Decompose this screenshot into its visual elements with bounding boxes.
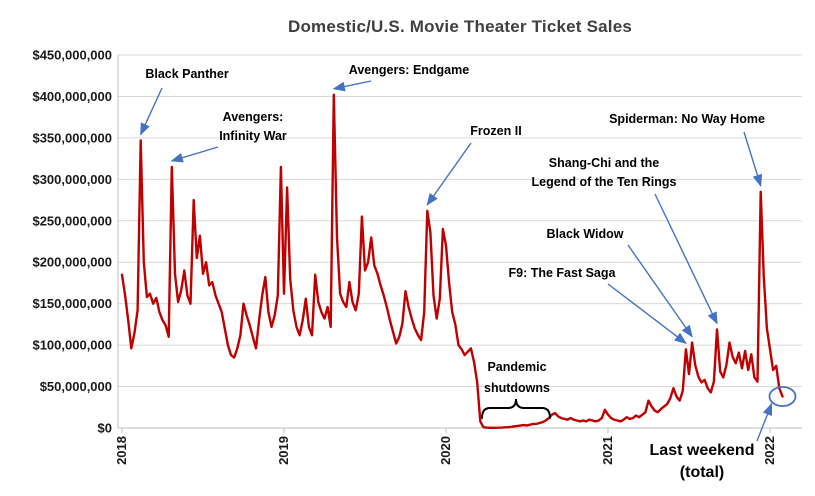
annotation-black-panther: Black Panther: [140, 67, 229, 136]
curly-brace-icon: [481, 398, 551, 419]
annotation-label: Black Widow: [547, 227, 624, 241]
annotation-label: Shang-Chi and the: [549, 156, 659, 170]
x-axis-labels: 2018 2019 2020 2021 2022: [114, 428, 777, 465]
annotation-label: Pandemic: [487, 360, 546, 374]
annotation-label: Legend of the Ten Rings: [532, 175, 677, 189]
weekly-ticket-sales-line: [120, 93, 784, 429]
annotation-f9-the-fast-saga: F9: The Fast Saga: [509, 266, 687, 345]
y-tick-label: $300,000,000: [32, 172, 112, 187]
x-tick-label: 2022: [762, 436, 777, 465]
annotation-arrow-icon: [654, 193, 718, 325]
annotation-arrow-icon: [170, 146, 219, 163]
y-tick-label: $0: [98, 421, 112, 436]
annotation-label: Avengers:: [223, 110, 284, 124]
y-tick-label: $50,000,000: [40, 379, 112, 394]
x-tick-label: 2020: [438, 436, 453, 465]
annotation-label: Frozen II: [470, 124, 521, 138]
annotation-arrow-icon: [743, 131, 763, 187]
annotation-spiderman-no-way-home: Spiderman: No Way Home: [609, 112, 765, 187]
annotation-label: F9: The Fast Saga: [509, 266, 617, 280]
annotation-avengers-endgame: Avengers: Endgame: [332, 63, 469, 92]
annotation-arrow-icon: [140, 87, 163, 136]
chart-plot-area: $0 $50,000,000 $100,000,000 $150,000,000 $20…: [32, 48, 802, 481]
x-tick-label: 2018: [114, 436, 129, 465]
annotation-label: Black Panther: [145, 67, 229, 81]
annotation-arrow-icon: [426, 142, 472, 206]
gridlines: [117, 54, 802, 429]
x-tick-label: 2019: [276, 436, 291, 465]
y-tick-label: $400,000,000: [32, 89, 112, 104]
y-tick-label: $100,000,000: [32, 338, 112, 353]
annotation-arrow-icon: [627, 244, 693, 338]
annotation-frozen-ii: Frozen II: [426, 124, 522, 206]
annotation-black-widow: Black Widow: [547, 227, 693, 338]
callout-label: Last weekend: [650, 442, 755, 459]
annotation-avengers-infinity-war: Avengers: Infinity War: [170, 110, 287, 163]
y-tick-label: $350,000,000: [32, 130, 112, 145]
y-tick-label: $450,000,000: [32, 48, 112, 63]
y-tick-label: $200,000,000: [32, 255, 112, 270]
annotation-label: shutdowns: [484, 381, 550, 395]
annotation-label: Infinity War: [219, 129, 287, 143]
callout-label: (total): [680, 464, 724, 481]
highlight-ellipse-icon: [768, 386, 797, 407]
y-axis-labels: $0 $50,000,000 $100,000,000 $150,000,000 $20…: [32, 48, 112, 436]
y-tick-label: $150,000,000: [32, 296, 112, 311]
annotation-last-weekend-total: Last weekend (total): [650, 386, 797, 481]
annotation-label: Avengers: Endgame: [349, 63, 469, 77]
x-tick-label: 2021: [600, 436, 615, 465]
annotation-pandemic-shutdowns: Pandemic shutdowns: [481, 360, 551, 419]
annotation-label: Spiderman: No Way Home: [609, 112, 765, 126]
chart-title: Domestic/U.S. Movie Theater Ticket Sales: [288, 17, 632, 36]
annotation-shang-chi: Shang-Chi and the Legend of the Ten Rings: [532, 156, 718, 325]
annotation-arrow-icon: [756, 402, 773, 442]
annotation-arrow-icon: [332, 80, 372, 92]
y-tick-label: $250,000,000: [32, 213, 112, 228]
annotation-arrow-icon: [607, 283, 687, 345]
